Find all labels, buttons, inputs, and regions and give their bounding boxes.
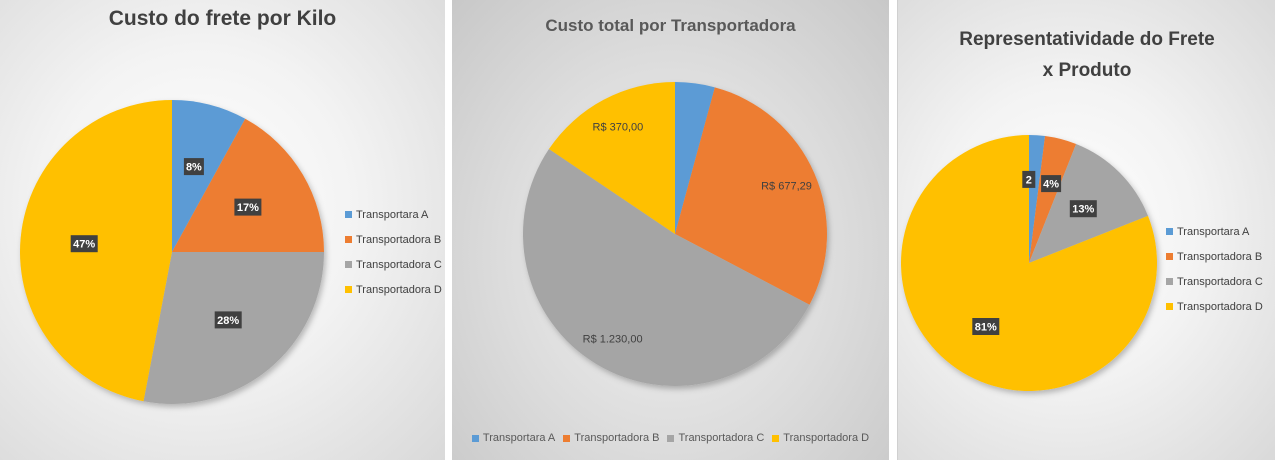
data-label-box xyxy=(234,198,262,216)
data-label: R$ 1.230,00 xyxy=(583,333,643,345)
pie-slice xyxy=(1029,136,1077,263)
legend-item: Transportara A xyxy=(1166,219,1263,244)
chart-title: Representatividade do Frete x Produto xyxy=(898,24,1275,86)
legend-label: Transportadora D xyxy=(783,432,870,444)
legend-item: Transportadora B xyxy=(345,227,442,252)
legend-swatch xyxy=(345,211,352,218)
data-label: 8% xyxy=(186,162,202,174)
legend-swatch xyxy=(345,261,352,268)
legend-label: Transportadora C xyxy=(1177,275,1263,288)
data-label: R$ 370,00 xyxy=(593,122,644,134)
data-label: 4% xyxy=(1043,179,1059,191)
chart-custo-total: Custo total por Transportadora R$ 100,38… xyxy=(452,0,889,460)
pie-slice xyxy=(675,82,715,234)
data-label: R$ 677,29 xyxy=(761,181,812,193)
legend-label: Transportadora D xyxy=(1177,300,1263,313)
legend-item: Transportadora D xyxy=(345,277,442,302)
pie-slices xyxy=(19,100,324,405)
data-label-box xyxy=(70,235,98,253)
chart-title: Custo total por Transportadora xyxy=(545,16,796,35)
legend-swatch xyxy=(667,434,675,442)
legend-swatch xyxy=(563,434,571,442)
legend-label: Transportara A xyxy=(1177,225,1250,238)
legend-label: Transportadora C xyxy=(356,258,442,271)
legend-item: Transportara A xyxy=(471,432,556,444)
legend-item: Transportadora D xyxy=(772,432,869,444)
pie-slice xyxy=(900,135,1157,391)
legend-swatch xyxy=(345,286,352,293)
legend-swatch xyxy=(471,434,479,442)
pie-chart: R$ 100,38R$ 677,29R$ 1.230,00R$ 370,00 xyxy=(522,81,827,387)
data-label-box xyxy=(1041,175,1062,193)
data-label-box xyxy=(214,311,242,329)
legend: Transportara A Transportadora B Transpor… xyxy=(345,202,442,302)
legend-swatch xyxy=(1166,253,1173,260)
legend-label: Transportadora B xyxy=(1177,250,1263,263)
pie-slice xyxy=(172,118,324,252)
data-label: 2 xyxy=(1026,174,1032,186)
data-label: 13% xyxy=(1072,204,1094,216)
pie-slice xyxy=(172,100,246,252)
pie-slices xyxy=(522,81,827,387)
data-label: 47% xyxy=(73,239,95,251)
pie-slice xyxy=(675,87,827,305)
legend-item: Transportara A xyxy=(345,202,442,227)
data-label: 28% xyxy=(217,315,239,327)
pie-slice xyxy=(522,149,810,387)
legend-label: Transportadora C xyxy=(678,432,765,444)
data-labels: 2 4% 13% 81% xyxy=(972,170,1097,335)
chart-title-line: Representatividade do Frete xyxy=(959,29,1215,50)
legend-label: Transportara A xyxy=(482,432,556,444)
data-label: 81% xyxy=(975,322,997,334)
chart-title: Custo do frete por Kilo xyxy=(108,7,337,30)
legend-label: Transportadora B xyxy=(356,233,442,246)
legend-label: Transportadora B xyxy=(574,432,660,444)
legend-swatch xyxy=(1166,278,1173,285)
legend: Transportara A Transportadora B Transpor… xyxy=(1166,219,1263,319)
legend-label: Transportadora D xyxy=(356,283,442,296)
data-label-box xyxy=(972,318,1000,335)
data-label: 17% xyxy=(237,202,259,214)
pie-slice xyxy=(548,81,675,234)
data-label-box xyxy=(183,158,204,176)
chart-custo-frete-kilo: Custo do frete por Kilo 8% 17% 28% 47% Tran… xyxy=(0,0,445,460)
data-labels: R$ 100,38R$ 677,29R$ 1.230,00R$ 370,00 xyxy=(583,122,812,346)
legend-item: Transportadora C xyxy=(667,432,764,444)
legend-swatch xyxy=(1166,228,1173,235)
legend-swatch xyxy=(345,236,352,243)
legend-item: Transportadora C xyxy=(1166,269,1263,294)
legend-label: Transportara A xyxy=(356,208,429,221)
data-label-box xyxy=(1069,200,1097,218)
legend-item: Transportadora B xyxy=(1166,244,1263,269)
data-labels: 8% 17% 28% 47% xyxy=(70,158,262,329)
legend: Transportara A Transportadora B Transpor… xyxy=(452,432,889,444)
data-label-box xyxy=(1022,170,1036,188)
pie-chart: 2 4% 13% 81% xyxy=(900,135,1157,391)
pie-chart: 8% 17% 28% 47% xyxy=(19,100,324,405)
legend-swatch xyxy=(772,434,780,442)
legend-swatch xyxy=(1166,303,1173,310)
legend-item: Transportadora C xyxy=(345,252,442,277)
legend-item: Transportadora D xyxy=(1166,294,1263,319)
chart-title-line: x Produto xyxy=(1042,60,1132,81)
pie-slice xyxy=(1029,135,1046,263)
legend-item: Transportadora B xyxy=(563,432,659,444)
